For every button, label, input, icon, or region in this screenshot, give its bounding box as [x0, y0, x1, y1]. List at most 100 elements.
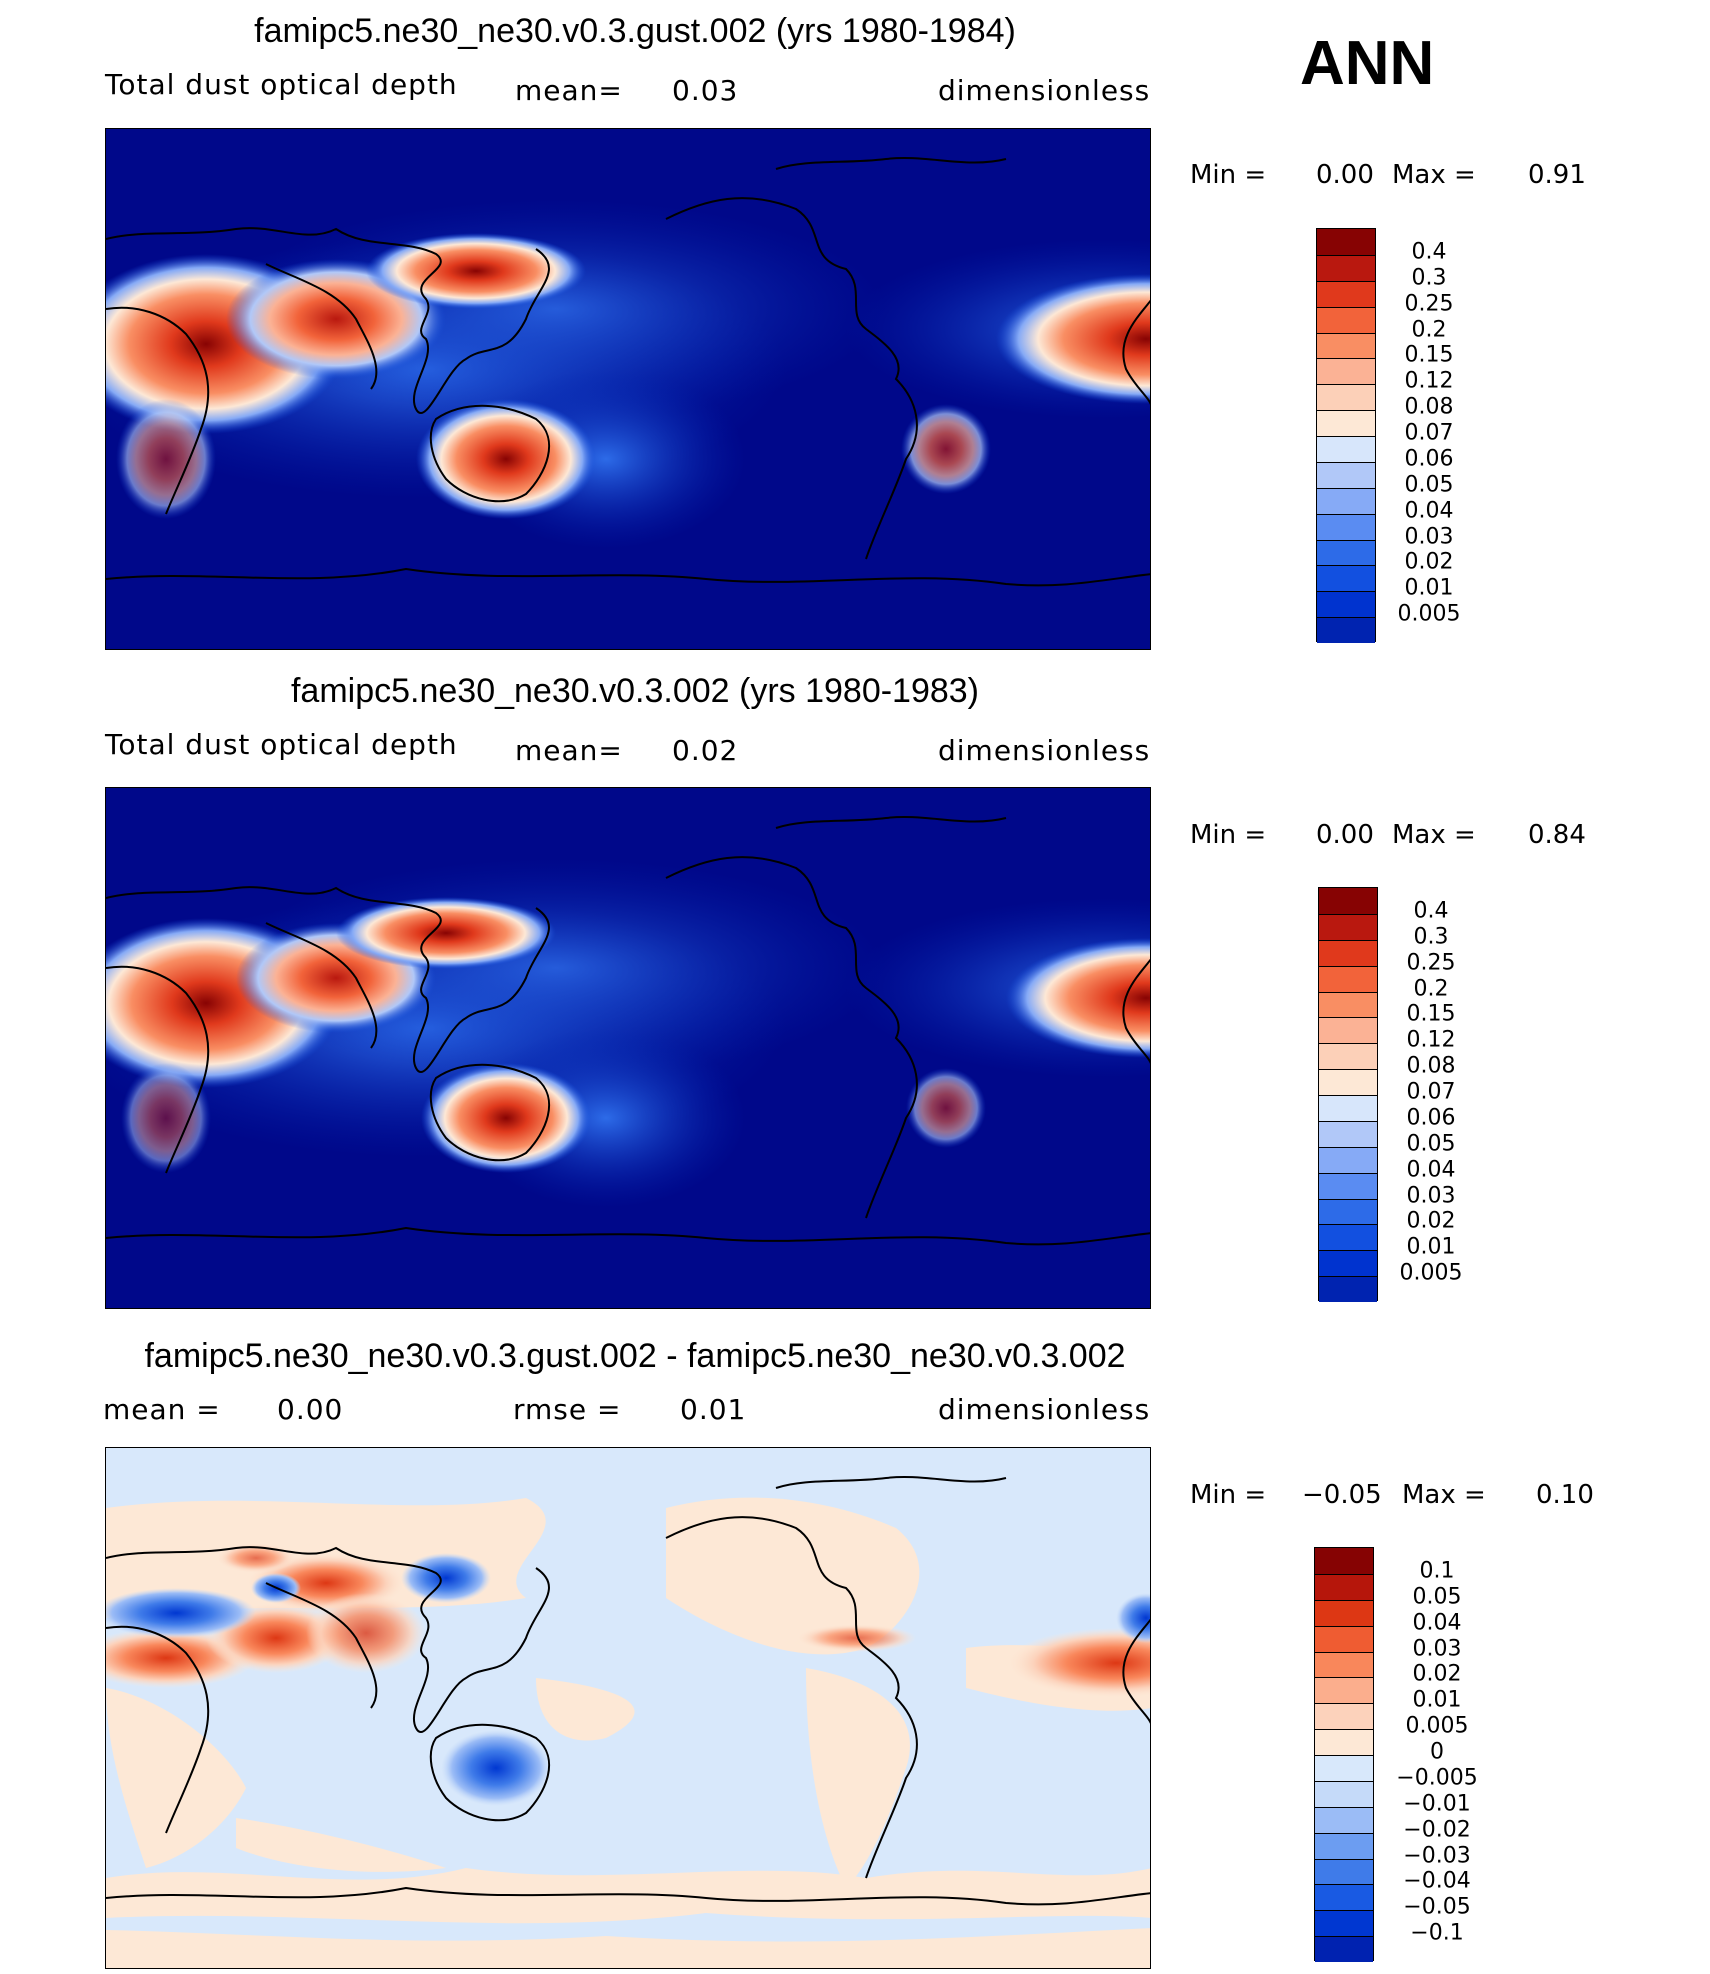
- panel-2-colorbar: [1318, 887, 1378, 1302]
- colorbar-swatch: [1319, 1120, 1377, 1147]
- panel-2-min-value: 0.00: [1316, 820, 1374, 850]
- colorbar-label: 0.2: [1413, 976, 1449, 1001]
- colorbar-label: −0.005: [1396, 1765, 1478, 1791]
- colorbar-swatch: [1315, 1884, 1373, 1911]
- colorbar-swatch: [1319, 1276, 1377, 1302]
- colorbar-swatch: [1319, 1250, 1377, 1277]
- colorbar-swatch: [1317, 539, 1375, 566]
- colorbar-swatch: [1315, 1755, 1373, 1781]
- panel-3-title: famipc5.ne30_ne30.v0.3.gust.002 - famipc…: [144, 1337, 1126, 1375]
- colorbar-label: 0.25: [1406, 950, 1456, 976]
- panel-2-min-label: Min =: [1190, 820, 1267, 850]
- colorbar-label: 0.07: [1406, 1079, 1456, 1105]
- colorbar-swatch: [1319, 1224, 1377, 1251]
- colorbar-swatch: [1319, 1198, 1377, 1225]
- colorbar-label: 0.08: [1406, 1053, 1456, 1079]
- colorbar-label: 0.4: [1411, 239, 1447, 265]
- panel-3-rmse-value: 0.01: [680, 1393, 747, 1426]
- colorbar-swatch: [1315, 1936, 1373, 1962]
- colorbar-swatch: [1319, 1069, 1377, 1095]
- colorbar-swatch: [1317, 306, 1375, 333]
- colorbar-label: 0.2: [1411, 317, 1447, 342]
- panel-2-mean-value: 0.02: [672, 734, 739, 767]
- panel-3-min-value: −0.05: [1302, 1480, 1382, 1510]
- colorbar-swatch: [1317, 487, 1375, 514]
- colorbar-label: −0.04: [1403, 1868, 1471, 1894]
- colorbar-label: 0.04: [1406, 1157, 1456, 1183]
- colorbar-label: 0.1: [1419, 1558, 1455, 1584]
- panel-1-colorbar: [1316, 228, 1376, 643]
- colorbar-label: 0.12: [1404, 368, 1454, 394]
- panel-1-max-label: Max =: [1392, 160, 1476, 190]
- colorbar-label: 0.05: [1412, 1584, 1462, 1610]
- panel-3-mean-label: mean =: [103, 1393, 221, 1426]
- colorbar-swatch: [1319, 913, 1377, 940]
- colorbar-swatch: [1315, 1625, 1373, 1652]
- colorbar-swatch: [1317, 280, 1375, 307]
- panel-3-max-value: 0.10: [1536, 1480, 1594, 1510]
- panel-1-map: [105, 128, 1151, 650]
- colorbar-swatch: [1317, 384, 1375, 411]
- colorbar-label: 0.3: [1411, 265, 1447, 291]
- colorbar-label: 0.01: [1412, 1687, 1462, 1713]
- panel-2-units: dimensionless: [938, 734, 1151, 767]
- colorbar-swatch: [1315, 1806, 1373, 1833]
- colorbar-swatch: [1315, 1910, 1373, 1937]
- panel-2-map: [105, 787, 1151, 1309]
- colorbar-label: −0.03: [1403, 1843, 1471, 1868]
- colorbar-swatch: [1317, 565, 1375, 592]
- colorbar-label: 0.02: [1406, 1208, 1456, 1234]
- panel-1-min-label: Min =: [1190, 160, 1267, 190]
- colorbar-label: 0.06: [1404, 446, 1454, 472]
- colorbar-label: 0.04: [1404, 498, 1454, 524]
- panel-3-mean-value: 0.00: [277, 1393, 344, 1426]
- colorbar-swatch: [1315, 1832, 1373, 1859]
- colorbar-swatch: [1317, 513, 1375, 540]
- colorbar-swatch: [1315, 1858, 1373, 1885]
- colorbar-label: −0.1: [1410, 1920, 1464, 1946]
- panel-3-min-label: Min =: [1190, 1480, 1267, 1510]
- colorbar-label: 0.3: [1413, 924, 1449, 950]
- colorbar-label: 0: [1430, 1739, 1444, 1765]
- panel-2-title: famipc5.ne30_ne30.v0.3.002 (yrs 1980-198…: [290, 672, 980, 710]
- panel-3-map: [105, 1447, 1151, 1969]
- colorbar-label: 0.005: [1405, 1713, 1469, 1739]
- colorbar-swatch: [1315, 1703, 1373, 1730]
- colorbar-label: 0.15: [1404, 342, 1454, 368]
- colorbar-swatch: [1319, 991, 1377, 1018]
- colorbar-label: 0.12: [1406, 1027, 1456, 1053]
- colorbar-label: −0.01: [1403, 1791, 1471, 1817]
- panel-3-units: dimensionless: [938, 1393, 1151, 1426]
- colorbar-label: 0.01: [1404, 575, 1454, 601]
- colorbar-swatch: [1319, 1095, 1377, 1121]
- colorbar-label: 0.04: [1412, 1610, 1462, 1636]
- colorbar-swatch: [1317, 358, 1375, 385]
- colorbar-label: 0.02: [1404, 549, 1454, 575]
- panel-1-units: dimensionless: [938, 74, 1151, 107]
- colorbar-swatch: [1315, 1729, 1373, 1755]
- panel-2-max-value: 0.84: [1528, 820, 1586, 850]
- season-label: ANN: [1300, 29, 1435, 98]
- colorbar-label: 0.03: [1412, 1636, 1462, 1661]
- colorbar-swatch: [1317, 229, 1375, 255]
- colorbar-swatch: [1315, 1651, 1373, 1678]
- colorbar-swatch: [1319, 1017, 1377, 1044]
- colorbar-swatch: [1319, 888, 1377, 914]
- colorbar-label: 0.02: [1412, 1661, 1462, 1687]
- colorbar-swatch: [1319, 965, 1377, 992]
- panel-1-max-value: 0.91: [1528, 160, 1586, 190]
- panel-1-variable: Total dust optical depth: [105, 68, 458, 101]
- colorbar-label: 0.03: [1406, 1183, 1456, 1208]
- colorbar-label: 0.05: [1406, 1131, 1456, 1157]
- colorbar-swatch: [1315, 1780, 1373, 1807]
- panel-3-colorbar: [1314, 1547, 1374, 1962]
- panel-2-variable: Total dust optical depth: [105, 728, 458, 761]
- colorbar-swatch: [1315, 1548, 1373, 1574]
- colorbar-swatch: [1319, 1146, 1377, 1173]
- panel-1-mean-label: mean=: [515, 74, 623, 107]
- colorbar-label: 0.005: [1399, 1260, 1463, 1286]
- colorbar-swatch: [1317, 617, 1375, 643]
- colorbar-label: 0.005: [1397, 601, 1461, 627]
- panel-2-max-label: Max =: [1392, 820, 1476, 850]
